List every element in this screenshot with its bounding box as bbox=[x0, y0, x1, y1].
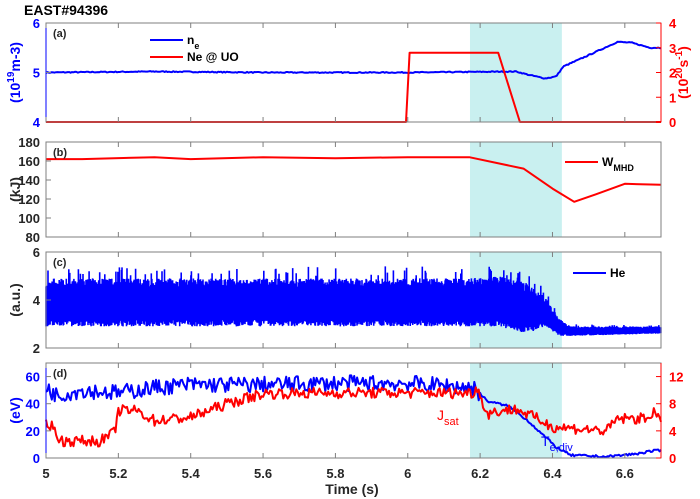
y-axis-label-left: (eV) bbox=[7, 397, 23, 423]
panel-d: 5 5.2 5.4 5.6 5.8 6 6.2 6.4 6.6 0 20 40 60 0 4 8 12 (d) (e… bbox=[7, 362, 683, 481]
y-tick-label-right: 12 bbox=[669, 370, 683, 385]
x-tick-label: 6.4 bbox=[543, 466, 562, 481]
plot-frame bbox=[45, 141, 662, 238]
y-tick-label-right: 4 bbox=[669, 424, 677, 439]
panel-label: (d) bbox=[53, 368, 67, 380]
y-tick-label-left: 100 bbox=[18, 211, 40, 226]
x-tick-label: 5 bbox=[42, 466, 49, 481]
shaded-region bbox=[469, 142, 562, 237]
y-tick-label-left: 4 bbox=[33, 115, 41, 130]
x-tick-label: 6.6 bbox=[616, 466, 634, 481]
y-tick-label-left: 5 bbox=[33, 66, 40, 81]
y-axis-label-right: (1020s-1) bbox=[674, 46, 691, 99]
annotation-sat: Jsat bbox=[437, 407, 459, 428]
series-j-sat bbox=[45, 386, 662, 448]
y-tick-label-left: 80 bbox=[26, 230, 40, 245]
y-tick-label-right: 1 bbox=[669, 90, 676, 105]
y-tick-label-left: 6 bbox=[33, 245, 40, 260]
y-tick-label-left: 40 bbox=[26, 397, 40, 412]
y-tick-label-left: 60 bbox=[26, 370, 40, 385]
y-tick-label-left: 4 bbox=[33, 293, 41, 308]
y-axis-label-left: (a.u.) bbox=[7, 283, 23, 316]
x-axis-label: Time (s) bbox=[325, 481, 378, 497]
panel-b: 80 100 120 140 160 180 (b) (kJ) WMHD bbox=[7, 135, 662, 245]
series-t-e-div bbox=[45, 374, 662, 459]
legend-label: ne bbox=[187, 33, 199, 51]
x-tick-label: 5.4 bbox=[182, 466, 201, 481]
y-tick-label-right: 3 bbox=[669, 41, 676, 56]
y-tick-label-left: 6 bbox=[33, 16, 40, 31]
panel-label: (a) bbox=[53, 28, 67, 40]
y-tick-label-right: 4 bbox=[669, 16, 677, 31]
legend-label: He bbox=[610, 266, 626, 280]
y-axis-label-left: (1019m-3) bbox=[6, 42, 23, 103]
y-tick-label-left: 20 bbox=[26, 424, 40, 439]
y-tick-label-left: 140 bbox=[18, 173, 40, 188]
y-tick-label-left: 160 bbox=[18, 154, 40, 169]
panel-label: (c) bbox=[53, 257, 67, 269]
x-tick-label: 5.8 bbox=[326, 466, 344, 481]
y-tick-label-left: 180 bbox=[18, 135, 40, 150]
y-tick-label-left: 120 bbox=[18, 192, 40, 207]
y-tick-label-left: 0 bbox=[33, 451, 40, 466]
legend-label: WMHD bbox=[602, 155, 634, 173]
x-tick-label: 5.2 bbox=[109, 466, 127, 481]
x-tick-label: 6.2 bbox=[471, 466, 489, 481]
panel-c: 2 4 6 (c) (a.u.) He bbox=[7, 245, 662, 356]
series-w-mhd bbox=[46, 156, 662, 203]
y-tick-label-right: 2 bbox=[669, 66, 676, 81]
y-tick-label-right: 0 bbox=[669, 115, 676, 130]
y-axis-label-left: (kJ) bbox=[7, 177, 23, 202]
y-tick-label-right: 0 bbox=[669, 451, 676, 466]
x-tick-label: 5.6 bbox=[254, 466, 272, 481]
y-tick-label-right: 8 bbox=[669, 397, 676, 412]
series-n-e bbox=[45, 40, 662, 80]
legend-label: Ne @ UO bbox=[187, 50, 239, 64]
x-tick-label: 6 bbox=[404, 466, 411, 481]
series-he bbox=[45, 266, 662, 336]
panel-label: (b) bbox=[53, 147, 67, 159]
y-tick-label-left: 2 bbox=[33, 341, 40, 356]
figure-title: EAST#94396 bbox=[24, 2, 108, 18]
